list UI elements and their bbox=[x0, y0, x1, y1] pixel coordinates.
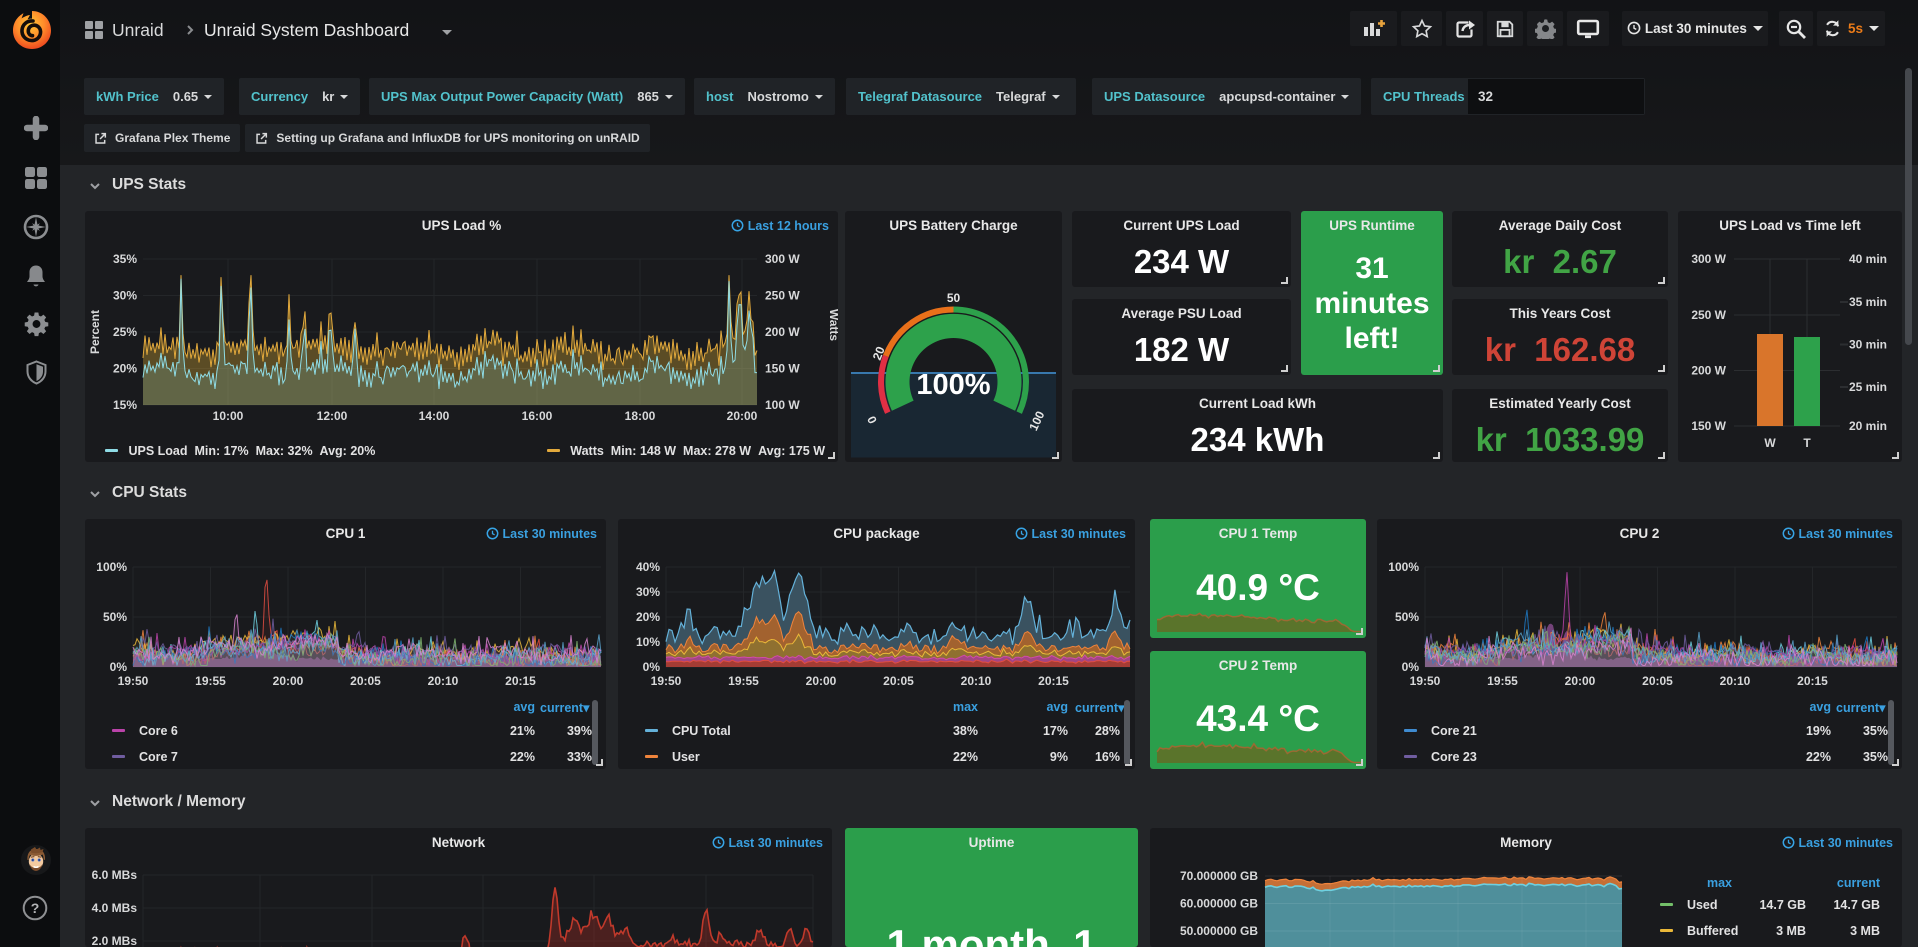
svg-text:100%: 100% bbox=[96, 560, 127, 574]
svg-text:18:00: 18:00 bbox=[625, 409, 656, 423]
svg-text:20:10: 20:10 bbox=[1720, 674, 1751, 688]
svg-text:19:55: 19:55 bbox=[728, 674, 759, 688]
svg-text:20:10: 20:10 bbox=[428, 674, 459, 688]
svg-text:20%: 20% bbox=[636, 610, 660, 624]
svg-text:250 W: 250 W bbox=[765, 289, 800, 303]
svg-text:19:55: 19:55 bbox=[1487, 674, 1518, 688]
svg-text:150 W: 150 W bbox=[765, 362, 800, 376]
svg-text:35%: 35% bbox=[113, 252, 137, 266]
svg-text:20:15: 20:15 bbox=[1797, 674, 1828, 688]
svg-text:0%: 0% bbox=[110, 660, 128, 674]
svg-text:19:55: 19:55 bbox=[195, 674, 226, 688]
svg-text:300 W: 300 W bbox=[765, 252, 800, 266]
svg-text:T: T bbox=[1803, 436, 1811, 450]
svg-text:19:50: 19:50 bbox=[651, 674, 682, 688]
svg-text:20:15: 20:15 bbox=[505, 674, 536, 688]
svg-text:100%: 100% bbox=[916, 369, 990, 401]
svg-text:30 min: 30 min bbox=[1849, 338, 1887, 352]
svg-text:30%: 30% bbox=[113, 289, 137, 303]
svg-text:50%: 50% bbox=[103, 610, 127, 624]
svg-text:14:00: 14:00 bbox=[419, 409, 450, 423]
svg-text:?: ? bbox=[31, 900, 40, 916]
svg-text:50: 50 bbox=[947, 291, 961, 305]
svg-text:300 W: 300 W bbox=[1691, 252, 1726, 266]
svg-text:200 W: 200 W bbox=[1691, 364, 1726, 378]
svg-text:0%: 0% bbox=[643, 660, 661, 674]
svg-text:20:15: 20:15 bbox=[1038, 674, 1069, 688]
svg-text:0%: 0% bbox=[1402, 660, 1420, 674]
svg-text:20: 20 bbox=[870, 344, 888, 362]
svg-text:60.000000 GB: 60.000000 GB bbox=[1180, 897, 1258, 911]
svg-text:Watts: Watts bbox=[827, 309, 838, 342]
svg-text:20:05: 20:05 bbox=[883, 674, 914, 688]
svg-text:16:00: 16:00 bbox=[522, 409, 553, 423]
svg-text:100 W: 100 W bbox=[765, 398, 800, 412]
svg-text:250 W: 250 W bbox=[1691, 308, 1726, 322]
svg-text:25 min: 25 min bbox=[1849, 380, 1887, 394]
svg-text:40%: 40% bbox=[636, 560, 660, 574]
svg-text:50%: 50% bbox=[1395, 610, 1419, 624]
svg-text:10:00: 10:00 bbox=[213, 409, 244, 423]
svg-text:100%: 100% bbox=[1388, 560, 1419, 574]
svg-text:Percent: Percent bbox=[88, 310, 102, 354]
svg-text:20:00: 20:00 bbox=[1565, 674, 1596, 688]
svg-text:W: W bbox=[1764, 436, 1776, 450]
svg-text:20 min: 20 min bbox=[1849, 419, 1887, 433]
svg-text:19:50: 19:50 bbox=[118, 674, 149, 688]
svg-text:20:05: 20:05 bbox=[350, 674, 381, 688]
svg-text:200 W: 200 W bbox=[765, 325, 800, 339]
svg-text:20:10: 20:10 bbox=[961, 674, 992, 688]
svg-text:4.0 MBs: 4.0 MBs bbox=[92, 901, 138, 915]
svg-text:35 min: 35 min bbox=[1849, 295, 1887, 309]
svg-text:2.0 MBs: 2.0 MBs bbox=[92, 934, 138, 947]
svg-text:12:00: 12:00 bbox=[317, 409, 348, 423]
svg-text:70.000000 GB: 70.000000 GB bbox=[1180, 869, 1258, 883]
svg-text:150 W: 150 W bbox=[1691, 419, 1726, 433]
svg-text:50.000000 GB: 50.000000 GB bbox=[1180, 924, 1258, 938]
svg-text:20:00: 20:00 bbox=[806, 674, 837, 688]
svg-text:30%: 30% bbox=[636, 585, 660, 599]
svg-text:6.0 MBs: 6.0 MBs bbox=[92, 868, 138, 882]
svg-text:10%: 10% bbox=[636, 635, 660, 649]
svg-text:20:00: 20:00 bbox=[273, 674, 304, 688]
svg-text:25%: 25% bbox=[113, 325, 137, 339]
svg-text:19:50: 19:50 bbox=[1410, 674, 1441, 688]
svg-text:20%: 20% bbox=[113, 362, 137, 376]
svg-text:20:05: 20:05 bbox=[1642, 674, 1673, 688]
svg-text:40 min: 40 min bbox=[1849, 252, 1887, 266]
svg-text:20:00: 20:00 bbox=[727, 409, 758, 423]
svg-text:15%: 15% bbox=[113, 398, 137, 412]
